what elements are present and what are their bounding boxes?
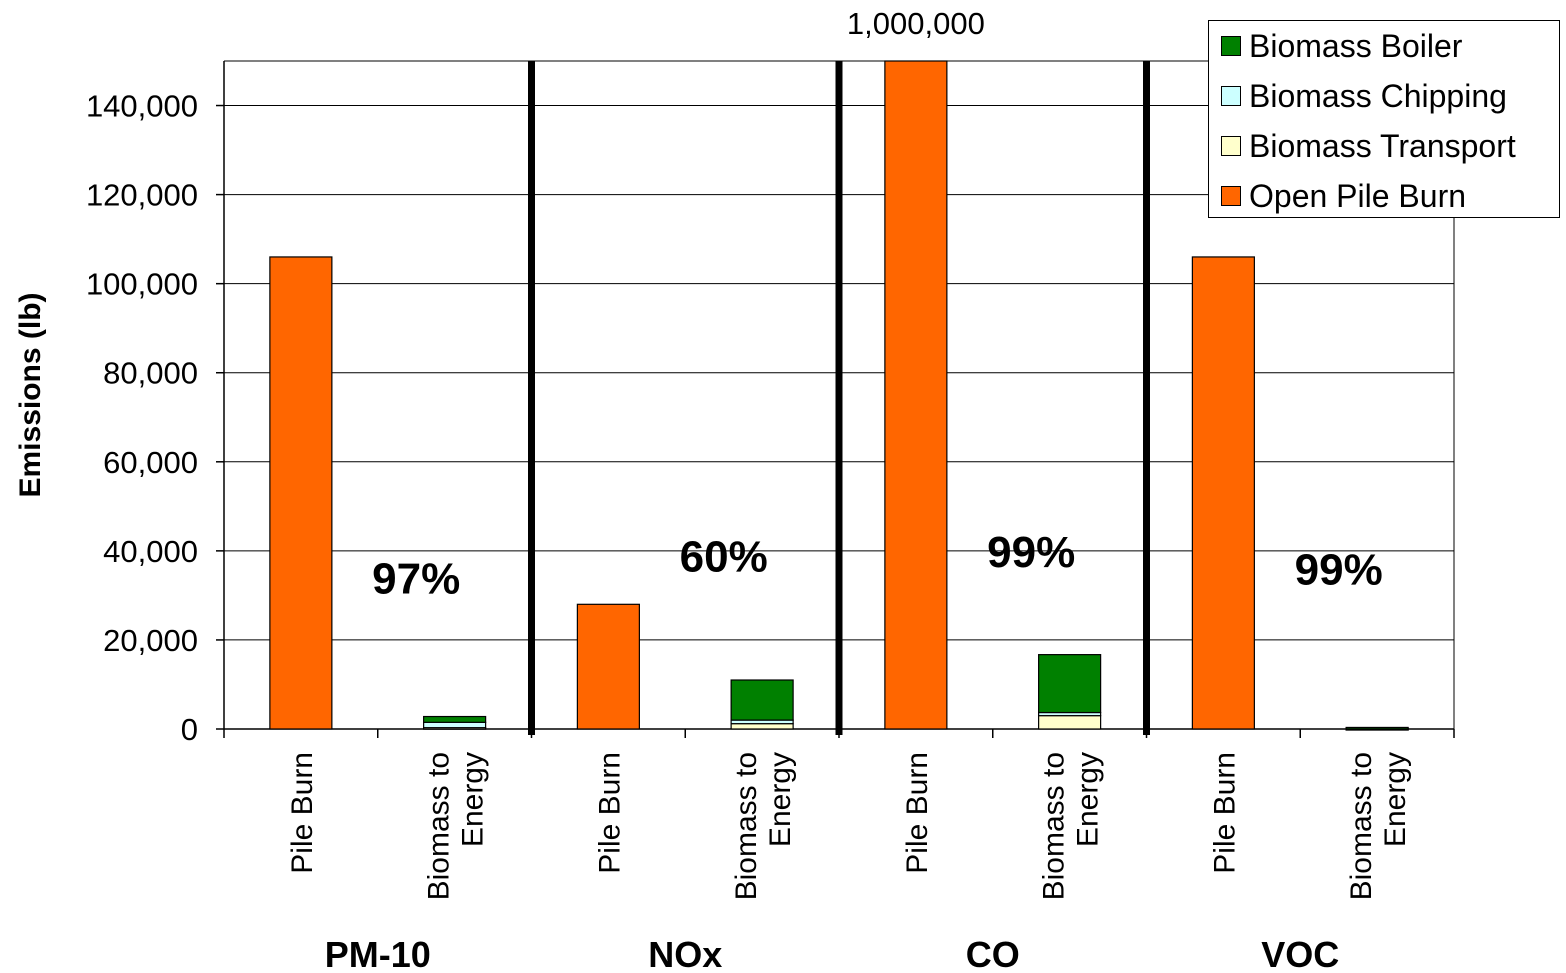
bar-biomass-transport <box>1038 715 1102 730</box>
bar-open-pile-burn <box>884 60 948 730</box>
y-tick-label: 100,000 <box>86 267 198 302</box>
bar-open-pile-burn <box>1191 256 1255 730</box>
group-label: CO <box>966 934 1020 973</box>
x-tick-label: Biomass toEnergy <box>423 752 490 900</box>
reduction-label: 60% <box>680 532 768 581</box>
y-tick-labels: 0 20,000 40,000 60,000 80,000 100,000 120,000 1… <box>86 89 198 747</box>
reduction-label: 99% <box>987 528 1075 577</box>
bar-biomass-transport <box>730 723 794 730</box>
bar-open-pile-burn <box>269 256 333 730</box>
value-label: 1,000,000 <box>847 6 985 41</box>
bar-biomass-boiler <box>1038 654 1102 714</box>
legend-label: Biomass Boiler <box>1249 27 1463 64</box>
y-tick-label: 120,000 <box>86 178 198 213</box>
legend-label: Biomass Chipping <box>1249 77 1507 114</box>
x-tick-label: Pile Burn <box>1208 752 1241 874</box>
x-tick-labels: Pile Burn Biomass toEnergy Pile Burn Biomas… <box>286 752 1412 900</box>
y-tick-label: 0 <box>181 712 198 747</box>
legend-item: Biomass Transport <box>1221 126 1516 166</box>
legend-label: Biomass Transport <box>1249 127 1516 164</box>
group-labels: PM-10 NOx CO VOC <box>325 934 1340 973</box>
bar-biomass-boiler <box>1345 726 1409 730</box>
legend-swatch <box>1221 186 1241 206</box>
y-axis-label: Emissions (lb) <box>14 292 47 497</box>
legend-item: Open Pile Burn <box>1221 176 1466 216</box>
y-tick-label: 40,000 <box>103 534 198 569</box>
annotations: 97% 60% 99% 99% 1,000,000 <box>372 6 1383 604</box>
bar-biomass-chipping <box>423 721 487 729</box>
group-label: NOx <box>648 934 722 973</box>
group-label: PM-10 <box>325 934 431 973</box>
legend-swatch <box>1221 136 1241 156</box>
x-tick-label: Biomass toEnergy <box>1038 752 1105 900</box>
x-tick-label: Pile Burn <box>286 752 319 874</box>
y-tick-label: 80,000 <box>103 356 198 391</box>
group-separators <box>528 61 1150 735</box>
x-tick-label: Biomass toEnergy <box>1345 752 1412 900</box>
y-tick-label: 60,000 <box>103 445 198 480</box>
legend-swatch <box>1221 36 1241 56</box>
bar-biomass-boiler <box>423 715 487 723</box>
x-tick-label: Pile Burn <box>593 752 626 874</box>
legend-label: Open Pile Burn <box>1249 177 1467 214</box>
legend-item: Biomass Chipping <box>1221 76 1507 116</box>
legend-item: Biomass Boiler <box>1221 26 1462 66</box>
legend-swatch <box>1221 86 1241 106</box>
bars <box>269 60 1409 731</box>
reduction-label: 97% <box>372 555 460 604</box>
group-label: VOC <box>1261 934 1339 973</box>
bar-biomass-boiler <box>730 679 794 721</box>
y-tick-label: 140,000 <box>86 89 198 124</box>
x-tick-label: Biomass toEnergy <box>730 752 797 900</box>
bar-open-pile-burn <box>576 603 640 730</box>
legend: Biomass Boiler Biomass Chipping Biomass Tr… <box>1208 20 1560 218</box>
reduction-label: 99% <box>1295 546 1383 595</box>
y-tick-label: 20,000 <box>103 623 198 658</box>
x-tick-label: Pile Burn <box>901 752 934 874</box>
